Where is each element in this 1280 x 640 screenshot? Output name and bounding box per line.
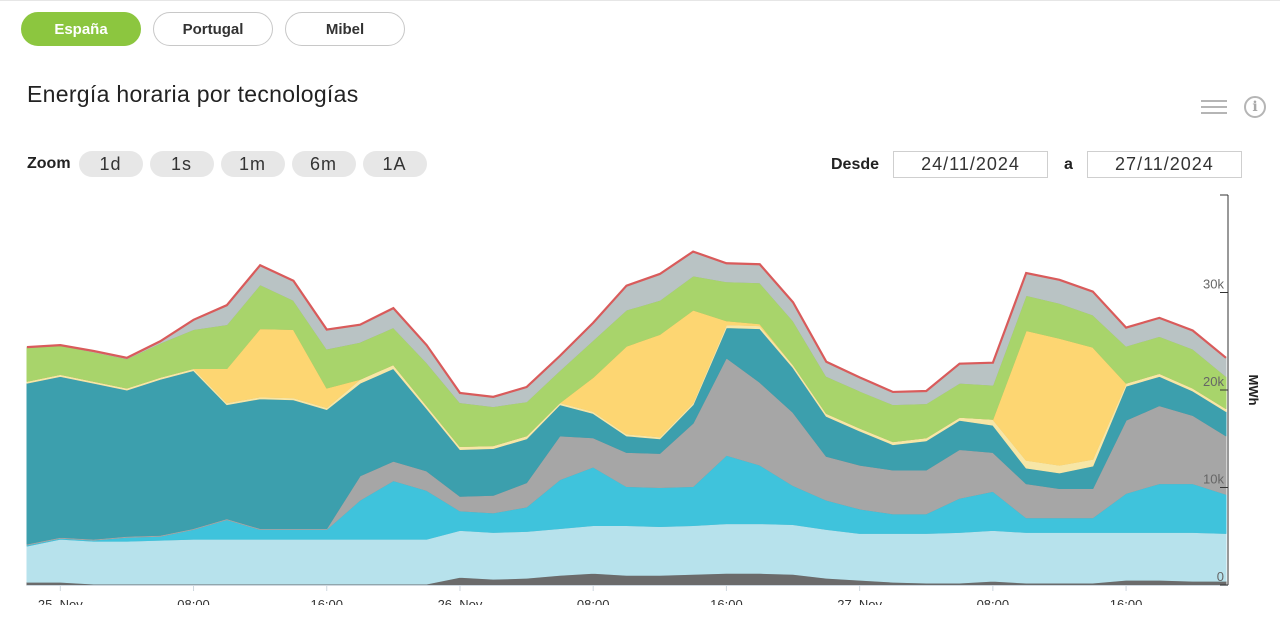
info-icon[interactable]: i (1244, 96, 1266, 118)
zoom-1s-button[interactable]: 1s (149, 151, 214, 177)
total-demand-line (26, 250, 1227, 398)
x-tick-label: 25. Nov (38, 597, 83, 605)
chart-title: Energía horaria por tecnologías (27, 81, 359, 107)
region-tabs: España Portugal Mibel (21, 12, 405, 46)
y-ticks: 0 10k 20k 30k (1203, 194, 1228, 586)
hamburger-menu-icon[interactable] (1201, 100, 1227, 118)
to-date-input[interactable]: 27/11/2024 (1086, 151, 1242, 178)
y-axis-label: MWh (1246, 374, 1261, 405)
from-date-input[interactable]: 24/11/2024 (893, 151, 1049, 178)
x-tick-label: 08:00 (977, 597, 1010, 605)
zoom-1a-button[interactable]: 1A (362, 151, 427, 177)
y-tick-label: 30k (1203, 277, 1224, 292)
x-tick-label: 08:00 (577, 597, 610, 605)
menu-line (1201, 112, 1227, 114)
zoom-1m-button[interactable]: 1m (220, 151, 285, 177)
zoom-1d-button[interactable]: 1d (78, 151, 143, 177)
x-tick-label: 27. Nov (837, 597, 882, 605)
x-tick-label: 16:00 (310, 597, 343, 605)
zoom-controls: Zoom 1d 1s 1m 6m 1A (27, 151, 434, 177)
x-tick-label: 26. Nov (438, 597, 483, 605)
y-tick-label: 10k (1203, 472, 1224, 487)
to-label: a (1064, 155, 1073, 173)
menu-line (1201, 106, 1227, 108)
x-ticks: 25. Nov 08:00 16:00 26. Nov 08:00 16:00 27. No… (38, 585, 1142, 605)
tab-mibel[interactable]: Mibel (285, 12, 405, 46)
x-tick-label: 08:00 (177, 597, 210, 605)
zoom-label: Zoom (27, 155, 71, 172)
tab-espana[interactable]: España (21, 12, 141, 46)
tab-portugal[interactable]: Portugal (153, 12, 273, 46)
y-tick-label: 20k (1203, 374, 1224, 389)
x-tick-label: 16:00 (710, 597, 743, 605)
from-label: Desde (831, 155, 880, 173)
top-divider (0, 0, 1280, 1)
menu-line (1201, 100, 1227, 102)
area-series-group (26, 250, 1227, 586)
date-range: Desde 24/11/2024 a 27/11/2024 (831, 151, 1242, 178)
y-tick-label: 0 (1217, 569, 1224, 584)
zoom-6m-button[interactable]: 6m (291, 151, 356, 177)
energy-area-chart: 0 10k 20k 30k 25. Nov 08:00 16:00 26. Nov 08:00… (26, 194, 1261, 605)
x-tick-label: 16:00 (1110, 597, 1143, 605)
